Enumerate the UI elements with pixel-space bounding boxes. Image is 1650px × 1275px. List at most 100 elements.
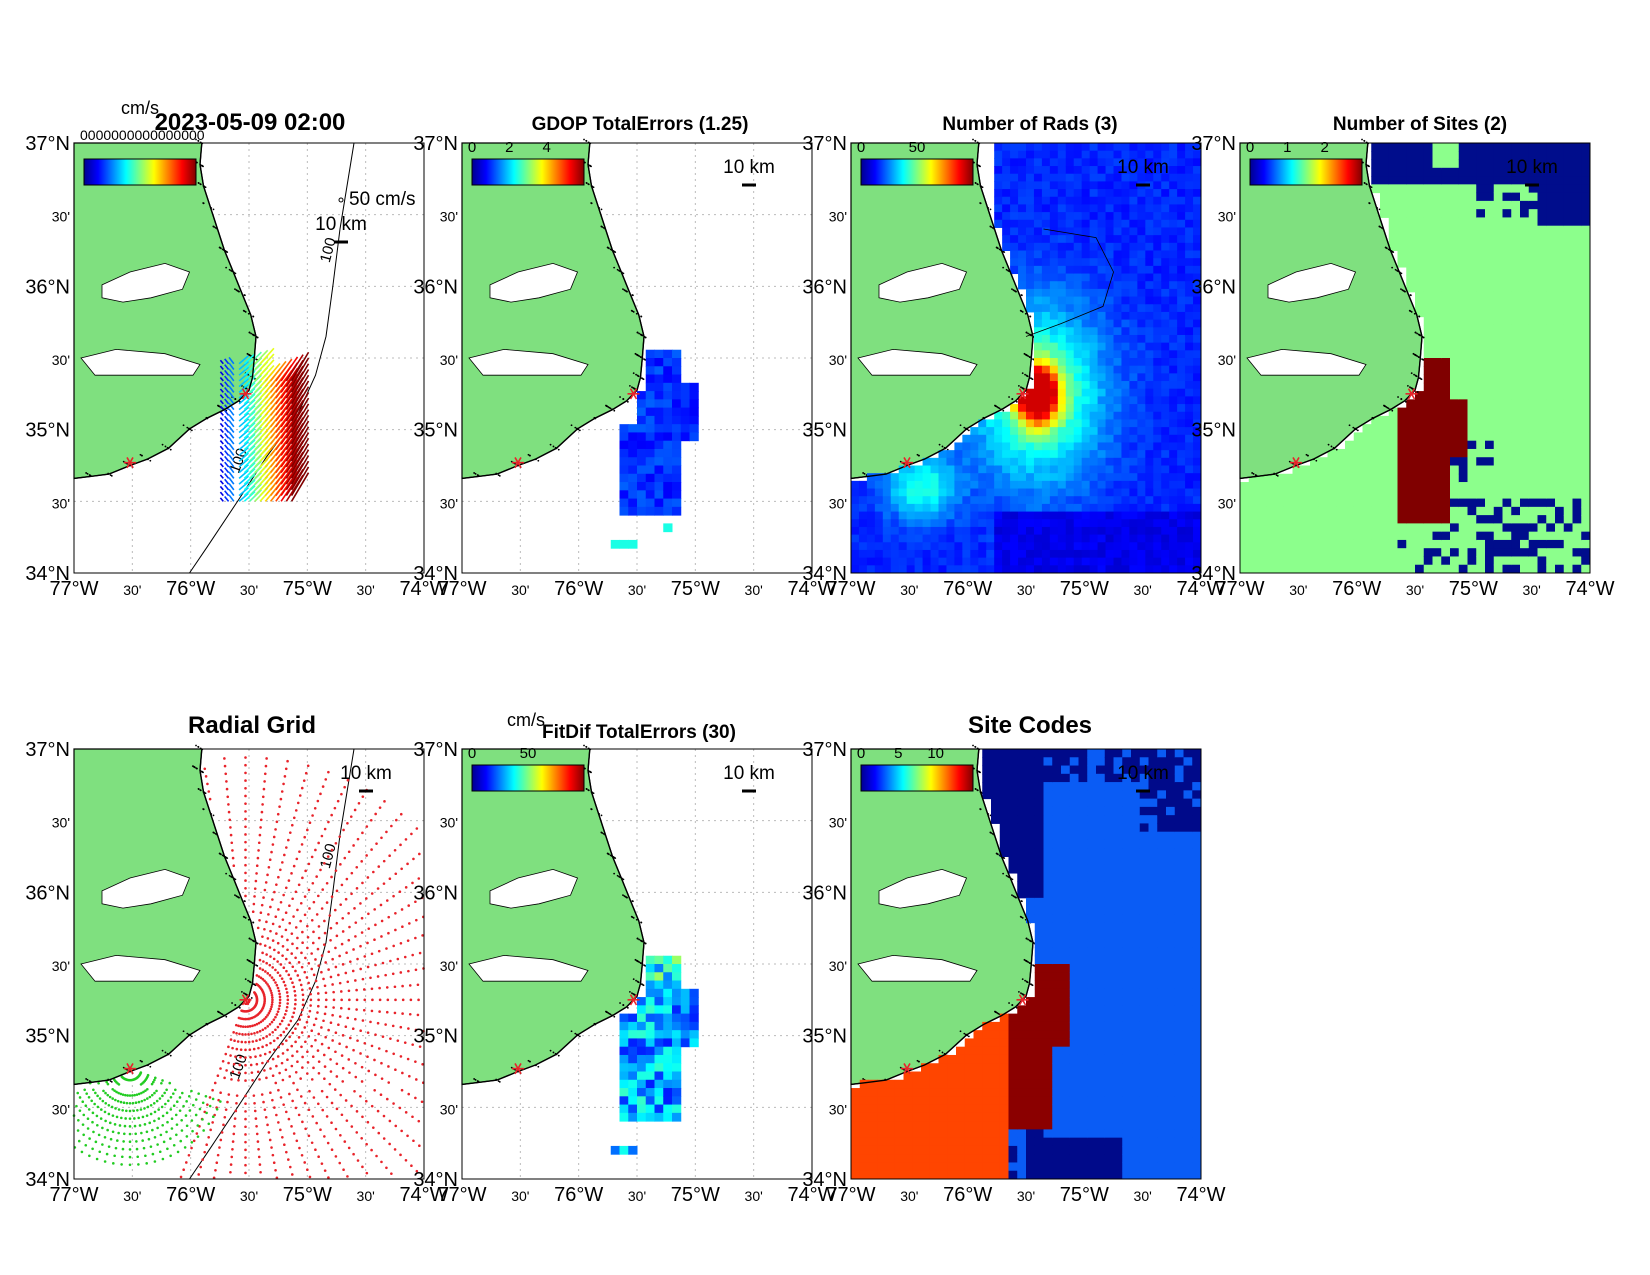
sites-cell: [1467, 341, 1477, 351]
sites-cell: [1467, 258, 1477, 268]
sites-cell: [1581, 167, 1591, 177]
sites-cell: [1336, 448, 1346, 458]
sites-cell: [1327, 490, 1337, 500]
radial-grid-point: [289, 1019, 293, 1023]
current-vector: [228, 374, 235, 382]
sites-cell: [1423, 167, 1433, 177]
sites-cell: [1353, 523, 1363, 533]
sites-cell: [1563, 143, 1573, 152]
sites-cell: [1572, 424, 1582, 433]
rads-cell: [1018, 480, 1027, 490]
sites-cell: [1511, 267, 1521, 276]
sites-cell: [1353, 539, 1363, 549]
radial-grid-point: [268, 1050, 272, 1054]
sites-cell: [1283, 564, 1293, 574]
sound-water: [468, 348, 589, 376]
sites-cell: [1240, 490, 1250, 500]
rads-cell: [1153, 442, 1162, 451]
sites-cell: [1555, 167, 1565, 177]
radial-grid-point: [262, 1100, 265, 1104]
rads-cell: [898, 557, 908, 566]
rads-cell: [962, 450, 971, 459]
sites-cell: [1467, 424, 1477, 433]
sites-cell: [1485, 267, 1495, 276]
sites-cell: [1458, 358, 1468, 367]
rads-cell: [890, 565, 900, 574]
rads-cell: [1161, 365, 1170, 374]
sites-cell: [1283, 506, 1293, 516]
sites-cell: [1467, 233, 1477, 243]
rads-cell: [914, 480, 924, 490]
radial-grid-point: [248, 1025, 252, 1028]
sites-cell: [1380, 448, 1390, 458]
rads-cell: [866, 488, 876, 497]
sites-cell: [1581, 333, 1591, 342]
sites-cell: [1257, 490, 1267, 500]
rads-cell: [1145, 158, 1154, 167]
sites-cell: [1353, 457, 1363, 466]
rads-cell: [1010, 488, 1019, 497]
lat-tick-label: 30': [440, 352, 458, 368]
rads-cell: [970, 427, 979, 436]
rads-cell: [970, 549, 979, 559]
current-vector: [228, 460, 235, 468]
sites-cell: [1502, 407, 1512, 417]
sites-cell: [1458, 176, 1468, 185]
sites-cell: [1511, 382, 1521, 392]
islet: [622, 398, 625, 400]
radial-grid-point: [263, 944, 267, 947]
current-vector: [290, 414, 310, 445]
sites-cell: [1467, 250, 1477, 260]
radial-grid-point: [232, 1062, 236, 1066]
sites-cell: [1528, 399, 1538, 409]
sites-cell: [1537, 250, 1547, 260]
rads-cell: [1097, 526, 1107, 536]
rads-cell: [1073, 189, 1083, 198]
rads-cell: [1041, 181, 1051, 190]
sites-cell: [1563, 482, 1573, 491]
sites-cell: [1563, 539, 1573, 549]
rads-cell: [1145, 396, 1154, 405]
sound-water: [101, 262, 191, 303]
islet: [1024, 373, 1026, 376]
islet: [1365, 183, 1368, 185]
sites-cell: [1432, 250, 1442, 260]
rads-cell: [1145, 549, 1154, 559]
sites-cell: [1353, 432, 1363, 442]
radial-grid-point: [303, 913, 307, 917]
islet: [214, 226, 217, 229]
current-vector: [219, 497, 224, 502]
colorbar-tick: 50: [909, 139, 926, 156]
rads-cell: [1105, 365, 1114, 374]
rads-cell: [1041, 342, 1051, 351]
gdop-cell: [654, 440, 664, 450]
rads-cell: [1161, 496, 1170, 505]
rads-cell: [978, 557, 987, 566]
rads-cell: [1041, 565, 1051, 574]
sites-cell: [1467, 506, 1477, 516]
rads-cell: [1065, 388, 1075, 397]
sites-cell: [1528, 515, 1538, 524]
lat-tick-label: 34°N: [25, 563, 70, 585]
sites-cell: [1318, 473, 1328, 483]
rads-cell: [1177, 319, 1186, 328]
rads-cell: [1185, 373, 1194, 382]
gdop-cell: [680, 424, 690, 433]
current-vector: [264, 362, 281, 382]
rads-cell: [1185, 396, 1194, 405]
rads-cell: [1177, 465, 1186, 474]
rads-cell: [1033, 534, 1043, 543]
rads-cell: [1049, 181, 1059, 190]
rads-cell: [1137, 496, 1146, 505]
islet: [164, 445, 167, 448]
islet: [235, 895, 238, 897]
sites-cell: [1581, 143, 1591, 152]
rads-cell: [1177, 212, 1186, 221]
gdop-cell: [628, 539, 638, 549]
rads-cell: [1129, 189, 1138, 198]
islet: [235, 289, 238, 291]
lon-tick-label: 76°W: [1332, 578, 1381, 600]
sites-cell: [1458, 457, 1468, 466]
rads-cell: [1089, 288, 1099, 298]
rads-cell: [994, 150, 1003, 159]
